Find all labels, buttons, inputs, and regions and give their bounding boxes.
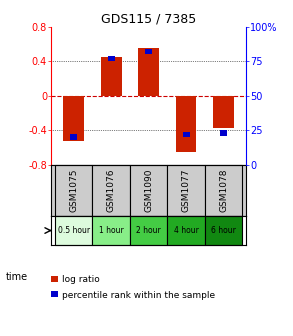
Text: 1 hour: 1 hour [99,226,124,235]
Bar [101,57,122,96]
Bar [130,165,167,216]
Bar [220,130,227,135]
Bar [93,165,130,216]
Bar [93,216,130,245]
Text: GSM1077: GSM1077 [182,168,191,212]
Bar [70,134,77,140]
Text: 6 hour: 6 hour [211,226,236,235]
Text: GSM1075: GSM1075 [69,168,78,212]
Text: GSM1090: GSM1090 [144,168,153,212]
Bar [176,96,197,152]
Text: GSM1078: GSM1078 [219,168,228,212]
Text: 4 hour: 4 hour [174,226,199,235]
Bar [167,216,205,245]
Bar [55,165,93,216]
Bar [167,165,205,216]
Bar [205,165,242,216]
Bar [213,96,234,128]
Bar [138,48,159,96]
Title: GDS115 / 7385: GDS115 / 7385 [101,13,196,26]
Bar [108,56,115,61]
Bar [55,216,93,245]
Bar [145,49,152,54]
Bar [183,132,190,137]
Text: time: time [6,272,28,282]
Bar [205,216,242,245]
Text: 0.5 hour: 0.5 hour [58,226,90,235]
Bar [130,216,167,245]
Text: GSM1076: GSM1076 [107,168,116,212]
Bar [64,96,84,140]
Text: log ratio: log ratio [62,276,100,284]
Text: percentile rank within the sample: percentile rank within the sample [62,291,215,299]
Text: 2 hour: 2 hour [136,226,161,235]
